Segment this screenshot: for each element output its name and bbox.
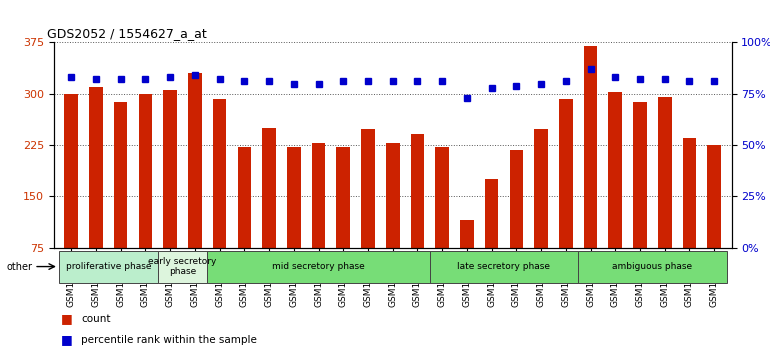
Text: ambiguous phase: ambiguous phase xyxy=(612,262,692,271)
Bar xyxy=(188,73,202,299)
Text: proliferative phase: proliferative phase xyxy=(65,262,151,271)
Bar xyxy=(534,130,548,299)
Text: early secretory
phase: early secretory phase xyxy=(149,257,216,276)
Bar xyxy=(114,102,128,299)
Text: GDS2052 / 1554627_a_at: GDS2052 / 1554627_a_at xyxy=(47,27,207,40)
Text: ■: ■ xyxy=(61,333,72,346)
Bar xyxy=(59,251,158,283)
Bar xyxy=(386,143,400,299)
Bar xyxy=(410,133,424,299)
Bar xyxy=(312,143,325,299)
Bar xyxy=(336,147,350,299)
Bar xyxy=(65,94,78,299)
Text: late secretory phase: late secretory phase xyxy=(457,262,551,271)
Bar xyxy=(435,147,449,299)
Bar xyxy=(361,130,375,299)
Bar xyxy=(683,138,696,299)
Bar xyxy=(633,102,647,299)
Text: percentile rank within the sample: percentile rank within the sample xyxy=(81,335,257,345)
Bar xyxy=(163,90,177,299)
Bar xyxy=(430,251,578,283)
Bar xyxy=(658,97,671,299)
Bar xyxy=(207,251,430,283)
Bar xyxy=(263,128,276,299)
Bar xyxy=(89,87,102,299)
Bar xyxy=(584,46,598,299)
Bar xyxy=(559,99,573,299)
Bar xyxy=(485,179,498,299)
Bar xyxy=(460,221,474,299)
Bar xyxy=(708,145,721,299)
Bar xyxy=(158,251,207,283)
Bar xyxy=(578,251,727,283)
Text: ■: ■ xyxy=(61,312,72,325)
Bar xyxy=(213,99,226,299)
Text: other: other xyxy=(7,262,33,272)
Text: count: count xyxy=(81,314,111,324)
Bar xyxy=(139,94,152,299)
Bar xyxy=(287,147,300,299)
Bar xyxy=(608,92,622,299)
Text: mid secretory phase: mid secretory phase xyxy=(272,262,365,271)
Bar xyxy=(510,150,523,299)
Bar xyxy=(237,147,251,299)
